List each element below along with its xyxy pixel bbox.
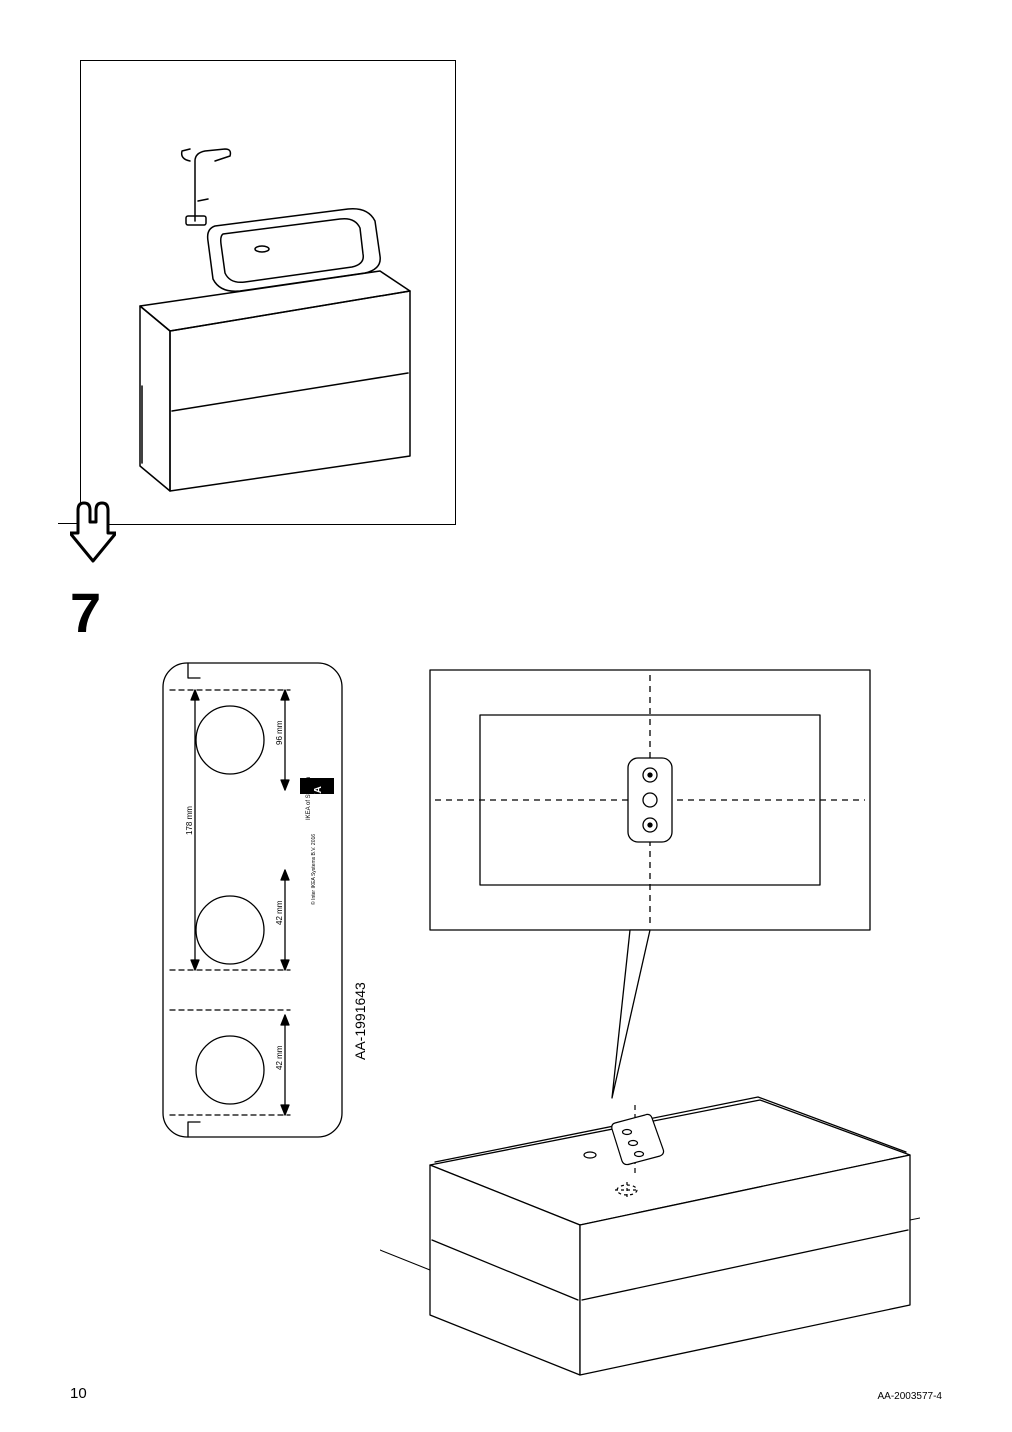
sink-illustration [80, 61, 455, 524]
page-number: 10 [70, 1385, 87, 1402]
template-dim-b: 178 mm [185, 806, 194, 835]
template-aa-code: AA-1991643 [352, 982, 368, 1060]
doc-code: AA-2003577-4 [878, 1391, 943, 1402]
template-dim-c: 42 mm [275, 900, 284, 925]
cabinet-illustration [380, 660, 920, 1380]
template-dim-a: 96 mm [275, 720, 284, 745]
template-dim-d: 42 mm [275, 1045, 284, 1070]
finished-product-panel [80, 60, 456, 525]
page: 7 [0, 0, 1012, 1432]
drill-template-panel: 178 mm 96 mm 42 mm 42 mm IKEA IKEA of Sw… [160, 660, 345, 1140]
down-arrow-icon [70, 498, 116, 568]
template-brand: IKEA [313, 786, 324, 810]
template-brand-sub: IKEA of Sweden [306, 777, 312, 820]
step-number: 7 [70, 585, 101, 641]
template-fineprint: © Inter IKEA Systems B.V. 2016 [310, 834, 317, 905]
